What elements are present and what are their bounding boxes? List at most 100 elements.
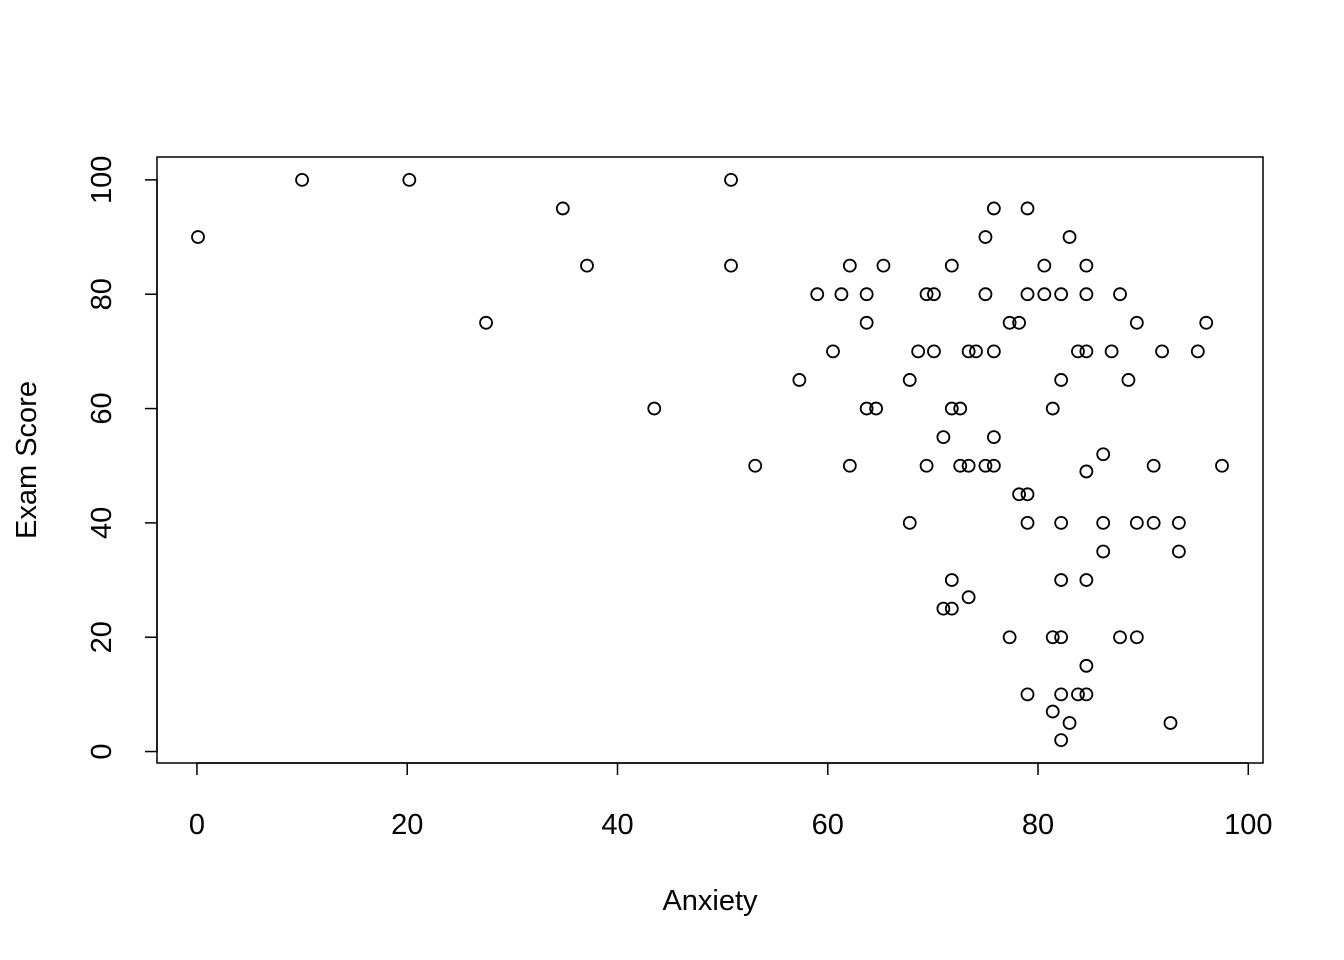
data-point [1020, 201, 1035, 216]
data-point [1020, 687, 1035, 702]
data-point [1079, 687, 1094, 702]
y-tick-label: 60 [86, 392, 118, 424]
data-point [1129, 315, 1144, 330]
x-tick-label: 0 [189, 809, 205, 841]
data-point [1054, 287, 1069, 302]
data-point [1045, 401, 1060, 416]
data-point [1054, 687, 1069, 702]
data-point [748, 458, 763, 473]
data-point [1079, 573, 1094, 587]
data-point [978, 230, 993, 244]
data-point [1037, 287, 1052, 302]
data-point [936, 601, 951, 616]
data-point [986, 458, 1001, 473]
data-point [1002, 315, 1017, 330]
x-axis-label: Anxiety [662, 885, 758, 917]
data-point [1054, 630, 1069, 645]
data-point [1045, 704, 1060, 719]
data-point [842, 458, 857, 473]
data-point [792, 373, 807, 387]
data-point [1146, 515, 1161, 530]
data-point [1113, 287, 1127, 302]
data-point [911, 344, 926, 359]
data-point [902, 515, 917, 530]
data-point [1020, 487, 1035, 502]
data-point [1190, 344, 1205, 359]
data-point [402, 172, 417, 187]
x-tick-label: 60 [812, 809, 844, 841]
data-point [1129, 630, 1144, 645]
data-point [1215, 458, 1229, 473]
data-point [944, 401, 959, 416]
data-point [1104, 344, 1119, 359]
data-point [944, 258, 959, 273]
data-point [1054, 573, 1069, 587]
data-point [961, 590, 976, 605]
data-point [1171, 544, 1186, 559]
data-point [1054, 515, 1069, 530]
data-point [1071, 687, 1085, 702]
data-point [978, 458, 993, 473]
data-point [1079, 344, 1094, 359]
data-point [986, 344, 1001, 359]
x-axis: 0 20 40 60 80 100 [189, 762, 1272, 841]
data-point [1155, 344, 1169, 359]
data-point [1037, 258, 1052, 273]
data-point [986, 201, 1001, 216]
data-point [869, 401, 884, 416]
data-point [859, 315, 874, 330]
data-point [1020, 515, 1035, 530]
x-tick-label: 40 [601, 809, 633, 841]
data-point [944, 573, 959, 587]
data-point [1054, 733, 1069, 748]
data-point [919, 287, 934, 302]
data-point [1079, 287, 1094, 302]
data-point [1171, 515, 1186, 530]
data-point [1045, 630, 1060, 645]
data-point [1079, 464, 1094, 479]
data-point [1129, 515, 1144, 530]
x-tick-label: 100 [1224, 809, 1272, 841]
data-point [1199, 315, 1214, 330]
data-point [191, 230, 205, 244]
data-point [647, 401, 662, 416]
data-point [826, 344, 840, 359]
data-point [919, 458, 934, 473]
y-tick-label: 0 [86, 743, 118, 759]
data-point [1096, 515, 1111, 530]
data-point [724, 258, 738, 273]
data-point [842, 258, 857, 273]
data-point [953, 401, 968, 416]
data-point [859, 401, 874, 416]
y-axis-label: Exam Score [11, 381, 43, 539]
data-point [859, 287, 874, 302]
data-point [1062, 230, 1077, 244]
data-point [1012, 487, 1026, 502]
data-point [1146, 458, 1161, 473]
data-point [295, 172, 309, 187]
data-point [1113, 630, 1127, 645]
data-points [191, 172, 1229, 748]
data-point [944, 601, 959, 616]
data-point [1079, 658, 1094, 673]
data-point [1012, 315, 1026, 330]
data-point [1163, 716, 1178, 730]
data-point [969, 344, 983, 359]
data-point [1096, 544, 1111, 559]
data-point [1071, 344, 1085, 359]
x-tick-label: 20 [391, 809, 423, 841]
data-point [810, 287, 825, 302]
data-point [834, 287, 849, 302]
data-point [978, 287, 993, 302]
x-tick-label: 80 [1022, 809, 1054, 841]
data-point [953, 458, 968, 473]
data-point [986, 430, 1001, 445]
y-tick-label: 20 [86, 621, 118, 653]
data-point [1054, 373, 1069, 387]
data-point [927, 287, 941, 302]
y-axis: 0 20 40 60 80 100 [86, 156, 158, 760]
data-point [1062, 716, 1077, 730]
data-point [1079, 258, 1094, 273]
